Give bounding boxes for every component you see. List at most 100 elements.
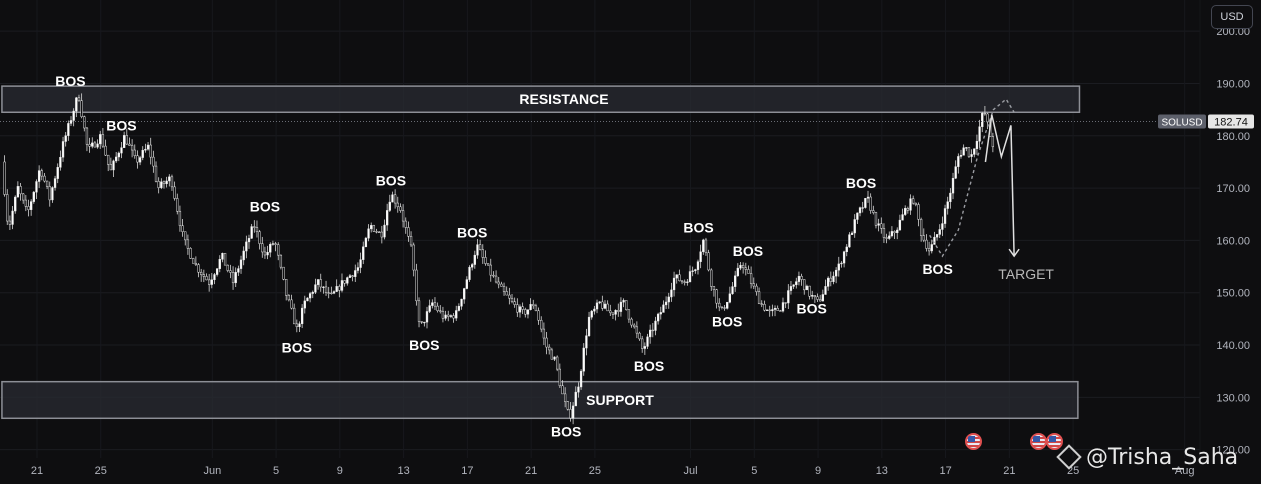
candle-body	[848, 234, 851, 248]
candle-body	[51, 187, 54, 201]
time-axis[interactable]: 21 25 Jun 5 9 13 17 21 25 Jul 5 9 13 17 21 25 Aug	[31, 465, 1195, 477]
candle-body	[231, 272, 235, 284]
bos-label: BOS	[106, 117, 136, 133]
candle-body	[715, 289, 718, 304]
currency-button[interactable]: USD	[1211, 5, 1253, 29]
candle-body	[412, 244, 415, 271]
candle-body	[290, 299, 293, 309]
candle-body	[744, 267, 747, 270]
candle-body	[141, 149, 144, 158]
candle-body	[354, 270, 357, 277]
candle-body	[755, 285, 758, 292]
candle-body	[128, 143, 131, 146]
candle-body	[532, 304, 535, 307]
candle-body	[6, 194, 9, 222]
candle-body	[548, 346, 551, 351]
candle-body	[277, 244, 280, 256]
us-flag-event-icon[interactable]	[965, 433, 982, 450]
candle-body	[691, 270, 694, 272]
bos-label: BOS	[846, 175, 876, 191]
candle-body	[372, 225, 376, 232]
candle-body	[930, 244, 933, 252]
candle-body	[678, 274, 681, 282]
candle-body	[521, 306, 524, 310]
candle-body	[898, 219, 902, 231]
candle-body	[819, 299, 822, 302]
candle-body	[388, 201, 391, 211]
candle-body	[741, 265, 745, 269]
candle-body	[662, 304, 665, 313]
candle-body	[885, 237, 888, 239]
candle-body	[476, 244, 479, 256]
candle-body	[189, 248, 192, 259]
resistance-zone	[1, 85, 1081, 114]
candle-body	[162, 181, 166, 185]
candle-body	[293, 307, 296, 325]
x-tick-label: 21	[31, 465, 43, 477]
candle-body	[261, 243, 264, 253]
candle-body	[574, 391, 577, 407]
y-tick-label: 130.00	[1216, 392, 1250, 404]
support-zone	[1, 380, 1079, 420]
candle-body	[845, 246, 848, 252]
candle-body	[508, 294, 511, 299]
candle-body	[319, 279, 322, 288]
candle-body	[146, 144, 150, 150]
candle-body	[614, 310, 617, 315]
us-flag-event-icon[interactable]	[1030, 433, 1047, 450]
candle-body	[858, 207, 862, 214]
candle-body	[263, 251, 267, 256]
candle-body	[460, 298, 463, 307]
candle-body	[200, 272, 203, 275]
candle-body	[502, 286, 506, 292]
candle-body	[178, 211, 182, 226]
candle-body	[542, 328, 546, 339]
price-axis[interactable]: 120.00 130.00 140.00 150.00 160.00 170.00 180.…	[1158, 26, 1254, 457]
candle-body	[48, 186, 51, 201]
candle-body	[439, 310, 442, 312]
candle-body	[667, 296, 670, 303]
candle-body	[914, 202, 917, 205]
candle-body	[771, 309, 774, 312]
candle-body	[688, 271, 692, 283]
candle-body	[69, 120, 73, 124]
candle-body	[481, 249, 484, 258]
y-tick-label: 140.00	[1216, 340, 1250, 352]
candle-body	[186, 239, 190, 249]
candle-body	[8, 220, 12, 225]
candle-body	[223, 252, 227, 266]
candle-body	[138, 157, 142, 163]
candle-body	[324, 286, 328, 293]
candle-body	[978, 126, 981, 142]
candle-body	[115, 156, 118, 162]
candle-body	[943, 208, 947, 224]
candle-body	[734, 275, 737, 287]
candle-body	[680, 280, 684, 283]
candle-body	[192, 258, 195, 264]
candle-body	[587, 316, 591, 336]
candle-body	[53, 178, 57, 188]
candle-body	[96, 143, 99, 148]
last-price-label: 182.74	[1214, 116, 1248, 128]
candle-body	[919, 219, 923, 236]
us-flag-event-icon[interactable]	[1046, 433, 1063, 450]
candle-body	[112, 160, 115, 171]
candle-body	[417, 300, 421, 322]
candle-body	[529, 304, 532, 310]
candle-body	[311, 291, 314, 294]
candle-body	[165, 180, 168, 185]
candle-body	[75, 97, 78, 112]
bos-label: BOS	[409, 337, 439, 353]
candle-body	[619, 301, 623, 312]
candle-body	[463, 288, 466, 300]
candle-body	[805, 285, 809, 291]
candle-body	[827, 277, 830, 287]
candles-layer	[3, 93, 995, 425]
candle-body	[981, 112, 984, 127]
candle-body	[534, 305, 538, 311]
candle-body	[144, 148, 147, 151]
candle-body	[699, 251, 702, 262]
candle-body	[37, 170, 41, 182]
candle-body	[869, 196, 872, 211]
